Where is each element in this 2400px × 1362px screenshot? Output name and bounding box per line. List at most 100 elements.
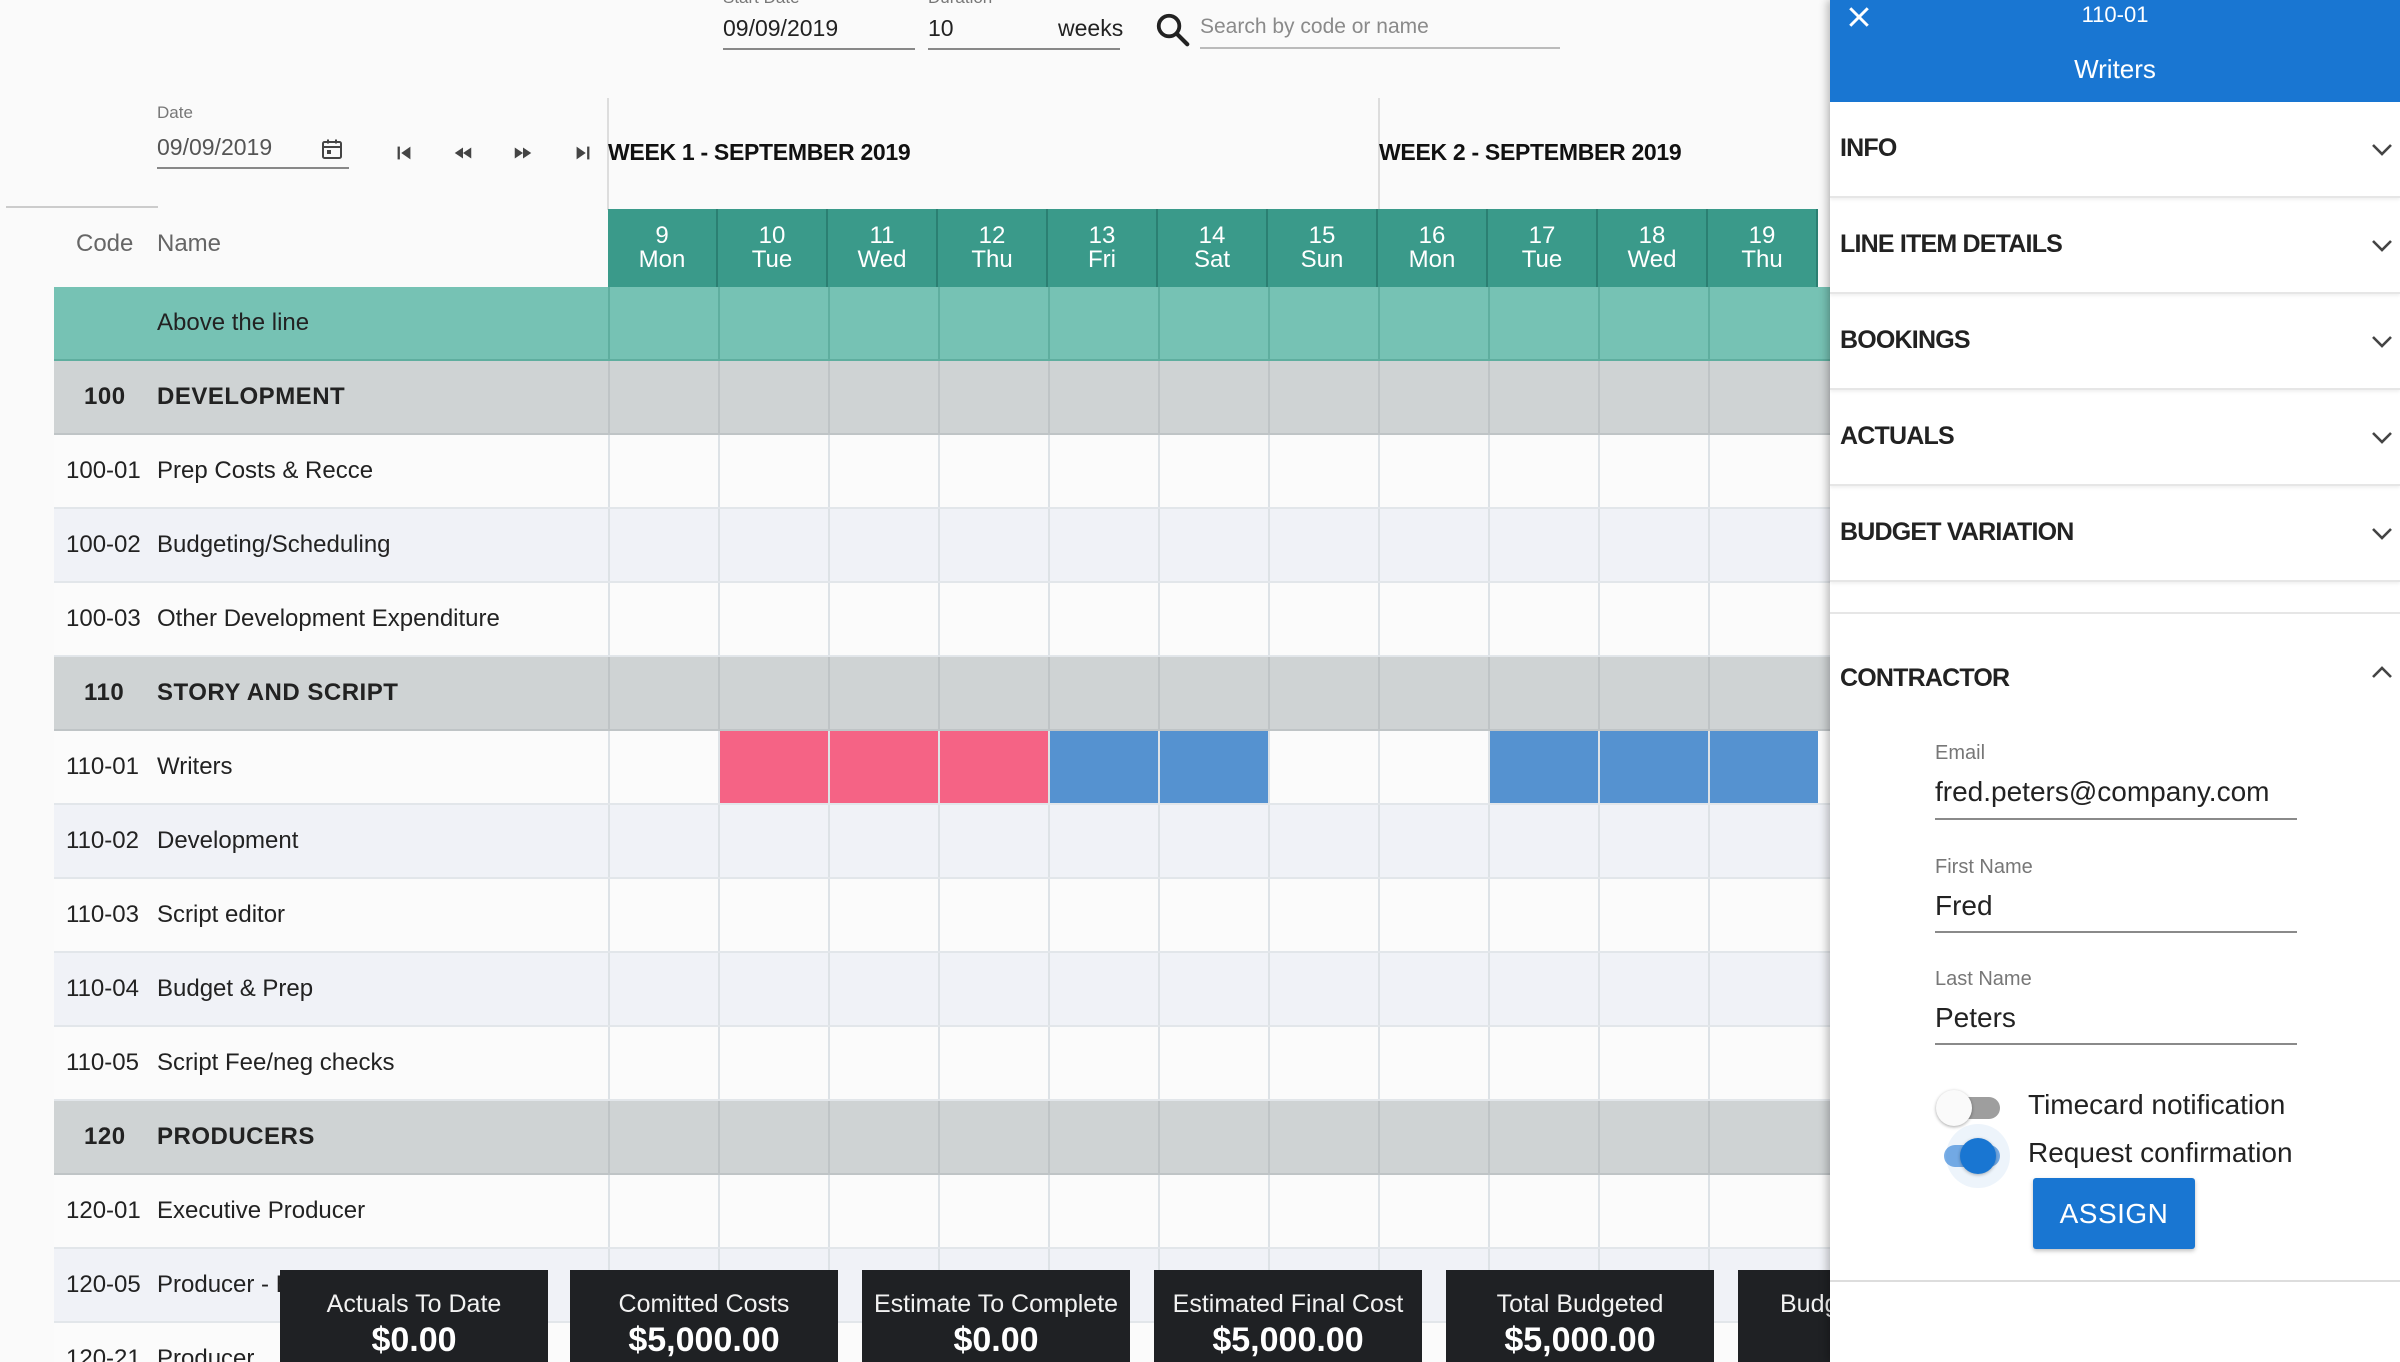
day-cell[interactable] [1378,953,1488,1025]
day-cell[interactable] [1708,583,1818,655]
day-cell[interactable] [1378,1101,1488,1173]
booking-cell-pink[interactable] [828,731,938,803]
day-cell[interactable] [1708,657,1818,729]
accordion-contractor[interactable]: CONTRACTOR [1830,612,2400,712]
day-cell[interactable] [718,287,828,359]
booking-cell-blue[interactable] [1048,731,1158,803]
day-cell[interactable] [1048,1175,1158,1247]
day-cell[interactable] [1598,805,1708,877]
day-cell[interactable] [1268,361,1378,433]
day-cell[interactable] [718,1027,828,1099]
day-cell[interactable] [718,879,828,951]
table-row[interactable]: 110-03 Script editor [54,879,1830,953]
day-cell[interactable] [1158,435,1268,507]
day-cell[interactable] [1158,361,1268,433]
day-cell[interactable] [1158,657,1268,729]
day-cell[interactable] [1048,1101,1158,1173]
day-cell[interactable] [1708,287,1818,359]
day-cell[interactable] [1158,1027,1268,1099]
day-header-2[interactable]: 11 Wed [828,209,938,287]
day-cell[interactable] [718,435,828,507]
name-column-header[interactable]: Name [157,230,222,257]
day-cell[interactable] [1378,287,1488,359]
accordion-bookings[interactable]: BOOKINGS [1830,294,2400,390]
day-cell[interactable] [608,953,718,1025]
day-cell[interactable] [1708,953,1818,1025]
day-cell[interactable] [1488,361,1598,433]
day-cell[interactable] [608,879,718,951]
day-cell[interactable] [608,509,718,581]
day-cell[interactable] [1048,583,1158,655]
day-cell[interactable] [1268,731,1378,803]
day-cell[interactable] [1378,583,1488,655]
fast-forward-button[interactable] [503,133,543,173]
day-cell[interactable] [1598,953,1708,1025]
table-row[interactable]: 110-02 Development [54,805,1830,879]
last-name-field[interactable]: Peters [1935,1002,2016,1033]
table-row[interactable]: 120-01 Executive Producer [54,1175,1830,1249]
day-cell[interactable] [1158,509,1268,581]
close-icon[interactable] [1844,2,1874,32]
section-row[interactable]: 100 DEVELOPMENT [54,361,1830,435]
day-cell[interactable] [1378,1175,1488,1247]
last-page-button[interactable] [563,133,603,173]
day-cell[interactable] [718,657,828,729]
start-date-input[interactable]: 09/09/2019 [723,15,839,41]
day-cell[interactable] [828,805,938,877]
day-cell[interactable] [1598,879,1708,951]
day-cell[interactable] [1268,435,1378,507]
day-cell[interactable] [828,435,938,507]
table-row[interactable]: 100-01 Prep Costs & Recce [54,435,1830,509]
day-header-1[interactable]: 10 Tue [718,209,828,287]
day-cell[interactable] [828,879,938,951]
day-cell[interactable] [828,657,938,729]
day-cell[interactable] [1488,1027,1598,1099]
day-cell[interactable] [1268,1175,1378,1247]
day-cell[interactable] [608,361,718,433]
day-cell[interactable] [1268,1101,1378,1173]
code-column-header[interactable]: Code [76,230,134,257]
accordion-actuals[interactable]: ACTUALS [1830,390,2400,486]
day-cell[interactable] [1048,805,1158,877]
booking-cell-blue[interactable] [1158,731,1268,803]
day-cell[interactable] [938,953,1048,1025]
day-cell[interactable] [608,657,718,729]
day-cell[interactable] [938,1101,1048,1173]
day-cell[interactable] [1158,879,1268,951]
table-row[interactable]: 110-01 Writers [54,731,1830,805]
day-cell[interactable] [938,435,1048,507]
day-cell[interactable] [1268,287,1378,359]
day-cell[interactable] [1708,361,1818,433]
table-row[interactable]: 110-05 Script Fee/neg checks [54,1027,1830,1101]
day-cell[interactable] [1158,1175,1268,1247]
day-cell[interactable] [608,805,718,877]
day-cell[interactable] [1378,435,1488,507]
day-cell[interactable] [1268,657,1378,729]
day-cell[interactable] [1598,657,1708,729]
day-cell[interactable] [1488,435,1598,507]
day-cell[interactable] [828,287,938,359]
day-cell[interactable] [1488,509,1598,581]
timecard-toggle[interactable] [1936,1084,2000,1128]
date-input[interactable]: 09/09/2019 [157,134,273,160]
section-row[interactable]: 120 PRODUCERS [54,1101,1830,1175]
booking-cell-blue[interactable] [1708,731,1818,803]
calendar-icon[interactable] [320,137,344,161]
search-icon[interactable] [1154,11,1192,49]
day-cell[interactable] [1488,287,1598,359]
day-cell[interactable] [1708,1027,1818,1099]
day-cell[interactable] [1048,953,1158,1025]
above-the-line-row[interactable]: Above the line [54,287,1830,361]
day-header-8[interactable]: 17 Tue [1488,209,1598,287]
section-row[interactable]: 110 STORY AND SCRIPT [54,657,1830,731]
day-cell[interactable] [1268,509,1378,581]
day-cell[interactable] [1268,1027,1378,1099]
day-cell[interactable] [1268,953,1378,1025]
day-cell[interactable] [718,361,828,433]
day-cell[interactable] [1598,509,1708,581]
day-cell[interactable] [718,953,828,1025]
day-cell[interactable] [1598,435,1708,507]
day-header-10[interactable]: 19 Thu [1708,209,1818,287]
day-cell[interactable] [828,953,938,1025]
day-cell[interactable] [608,1175,718,1247]
